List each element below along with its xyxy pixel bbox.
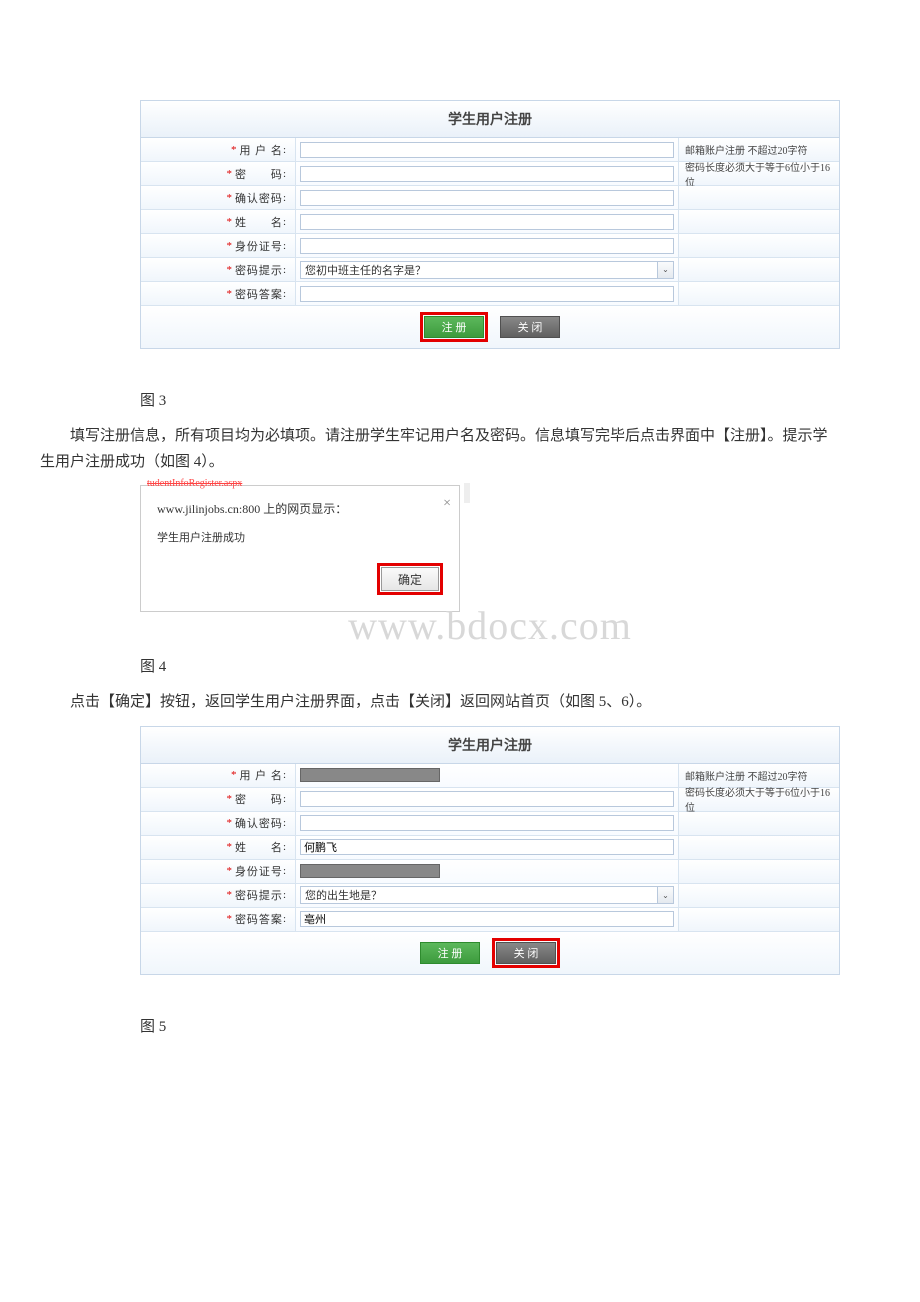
input-password-2[interactable] [300,791,674,807]
label-password: *密 码: [141,162,296,185]
button-row-2: 注 册 关 闭 [141,932,839,974]
registration-form-1: 学生用户注册 *用 户 名: 邮箱账户注册 不超过20字符 *密 码: 密码长度… [140,100,840,349]
label-pwdhint: *密码提示: [141,258,296,281]
close-button-2[interactable]: 关 闭 [496,942,556,964]
select-pwdhint-value-2: 您的出生地是？ [305,887,382,903]
input-password[interactable] [300,166,674,182]
row-idcard-2: *身份证号: [141,860,839,884]
hint-confirm [679,186,839,209]
label-pwdanswer: *密码答案: [141,282,296,305]
label-pwdhint-2: *密码提示: [141,884,296,907]
input-name[interactable] [300,214,674,230]
label-name: *姓 名: [141,210,296,233]
input-confirm[interactable] [300,190,674,206]
register-button-2[interactable]: 注 册 [420,942,480,964]
row-password-2: *密 码: 密码长度必须大于等于6位小于16位 [141,788,839,812]
hint-pwdanswer [679,282,839,305]
label-name-2: *姓 名: [141,836,296,859]
caption-fig4: 图 4 [140,655,840,676]
dialog-message: 学生用户注册成功 [157,529,443,545]
form-title: 学生用户注册 [141,101,839,138]
hint-pwdhint [679,258,839,281]
row-password: *密 码: 密码长度必须大于等于6位小于16位 [141,162,839,186]
input-username[interactable] [300,142,674,158]
input-pwdanswer-2[interactable] [300,911,674,927]
dialog-strike-text: tudentInfoRegister.aspx [147,478,242,489]
input-pwdanswer[interactable] [300,286,674,302]
caption-fig5: 图 5 [140,1015,840,1036]
button-row: 注 册 关 闭 [141,306,839,348]
label-password-2: *密 码: [141,788,296,811]
input-name-2[interactable] [300,839,674,855]
chevron-down-icon: ⌄ [657,262,673,278]
label-username: *用 户 名: [141,138,296,161]
label-username-2: *用 户 名: [141,764,296,787]
hint-name [679,210,839,233]
row-confirm: *确认密码: [141,186,839,210]
row-name: *姓 名: [141,210,839,234]
label-pwdanswer-2: *密码答案: [141,908,296,931]
label-idcard-2: *身份证号: [141,860,296,883]
dialog-title: www.jilinjobs.cn:800 上的网页显示： [157,500,443,517]
hint-password: 密码长度必须大于等于6位小于16位 [679,162,839,185]
row-name-2: *姓 名: [141,836,839,860]
row-pwdanswer-2: *密码答案: [141,908,839,932]
label-confirm: *确认密码: [141,186,296,209]
select-pwdhint-2[interactable]: 您的出生地是？ ⌄ [300,886,674,904]
ok-button[interactable]: 确定 [381,567,439,591]
hint-confirm-2 [679,812,839,835]
select-pwdhint-value: 您初中班主任的名字是？ [305,262,426,278]
form-title-2: 学生用户注册 [141,727,839,764]
input-idcard-redacted [300,864,440,878]
hint-name-2 [679,836,839,859]
hint-password-2: 密码长度必须大于等于6位小于16位 [679,788,839,811]
close-icon[interactable]: × [443,496,451,512]
paragraph-2: 点击【确定】按钮，返回学生用户注册界面，点击【关闭】返回网站首页（如图 5、6）… [40,690,840,716]
paragraph-1: 填写注册信息，所有项目均为必填项。请注册学生牢记用户名及密码。信息填写完毕后点击… [40,424,840,475]
row-idcard: *身份证号: [141,234,839,258]
hint-idcard [679,234,839,257]
register-button[interactable]: 注 册 [424,316,484,338]
hint-pwdanswer-2 [679,908,839,931]
select-pwdhint[interactable]: 您初中班主任的名字是？ ⌄ [300,261,674,279]
input-idcard[interactable] [300,238,674,254]
label-idcard: *身份证号: [141,234,296,257]
label-confirm-2: *确认密码: [141,812,296,835]
chevron-down-icon: ⌄ [657,887,673,903]
hint-idcard-2 [679,860,839,883]
success-dialog: tudentInfoRegister.aspx × www.jilinjobs.… [140,485,460,612]
row-pwdhint: *密码提示: 您初中班主任的名字是？ ⌄ [141,258,839,282]
registration-form-2: 学生用户注册 *用 户 名: 邮箱账户注册 不超过20字符 *密 码: 密码长度… [140,726,840,975]
row-confirm-2: *确认密码: [141,812,839,836]
dialog-right-decoration [464,483,470,503]
hint-pwdhint-2 [679,884,839,907]
caption-fig3: 图 3 [140,389,840,410]
row-pwdhint-2: *密码提示: 您的出生地是？ ⌄ [141,884,839,908]
row-pwdanswer: *密码答案: [141,282,839,306]
input-username-redacted [300,768,440,782]
close-button[interactable]: 关 闭 [500,316,560,338]
input-confirm-2[interactable] [300,815,674,831]
